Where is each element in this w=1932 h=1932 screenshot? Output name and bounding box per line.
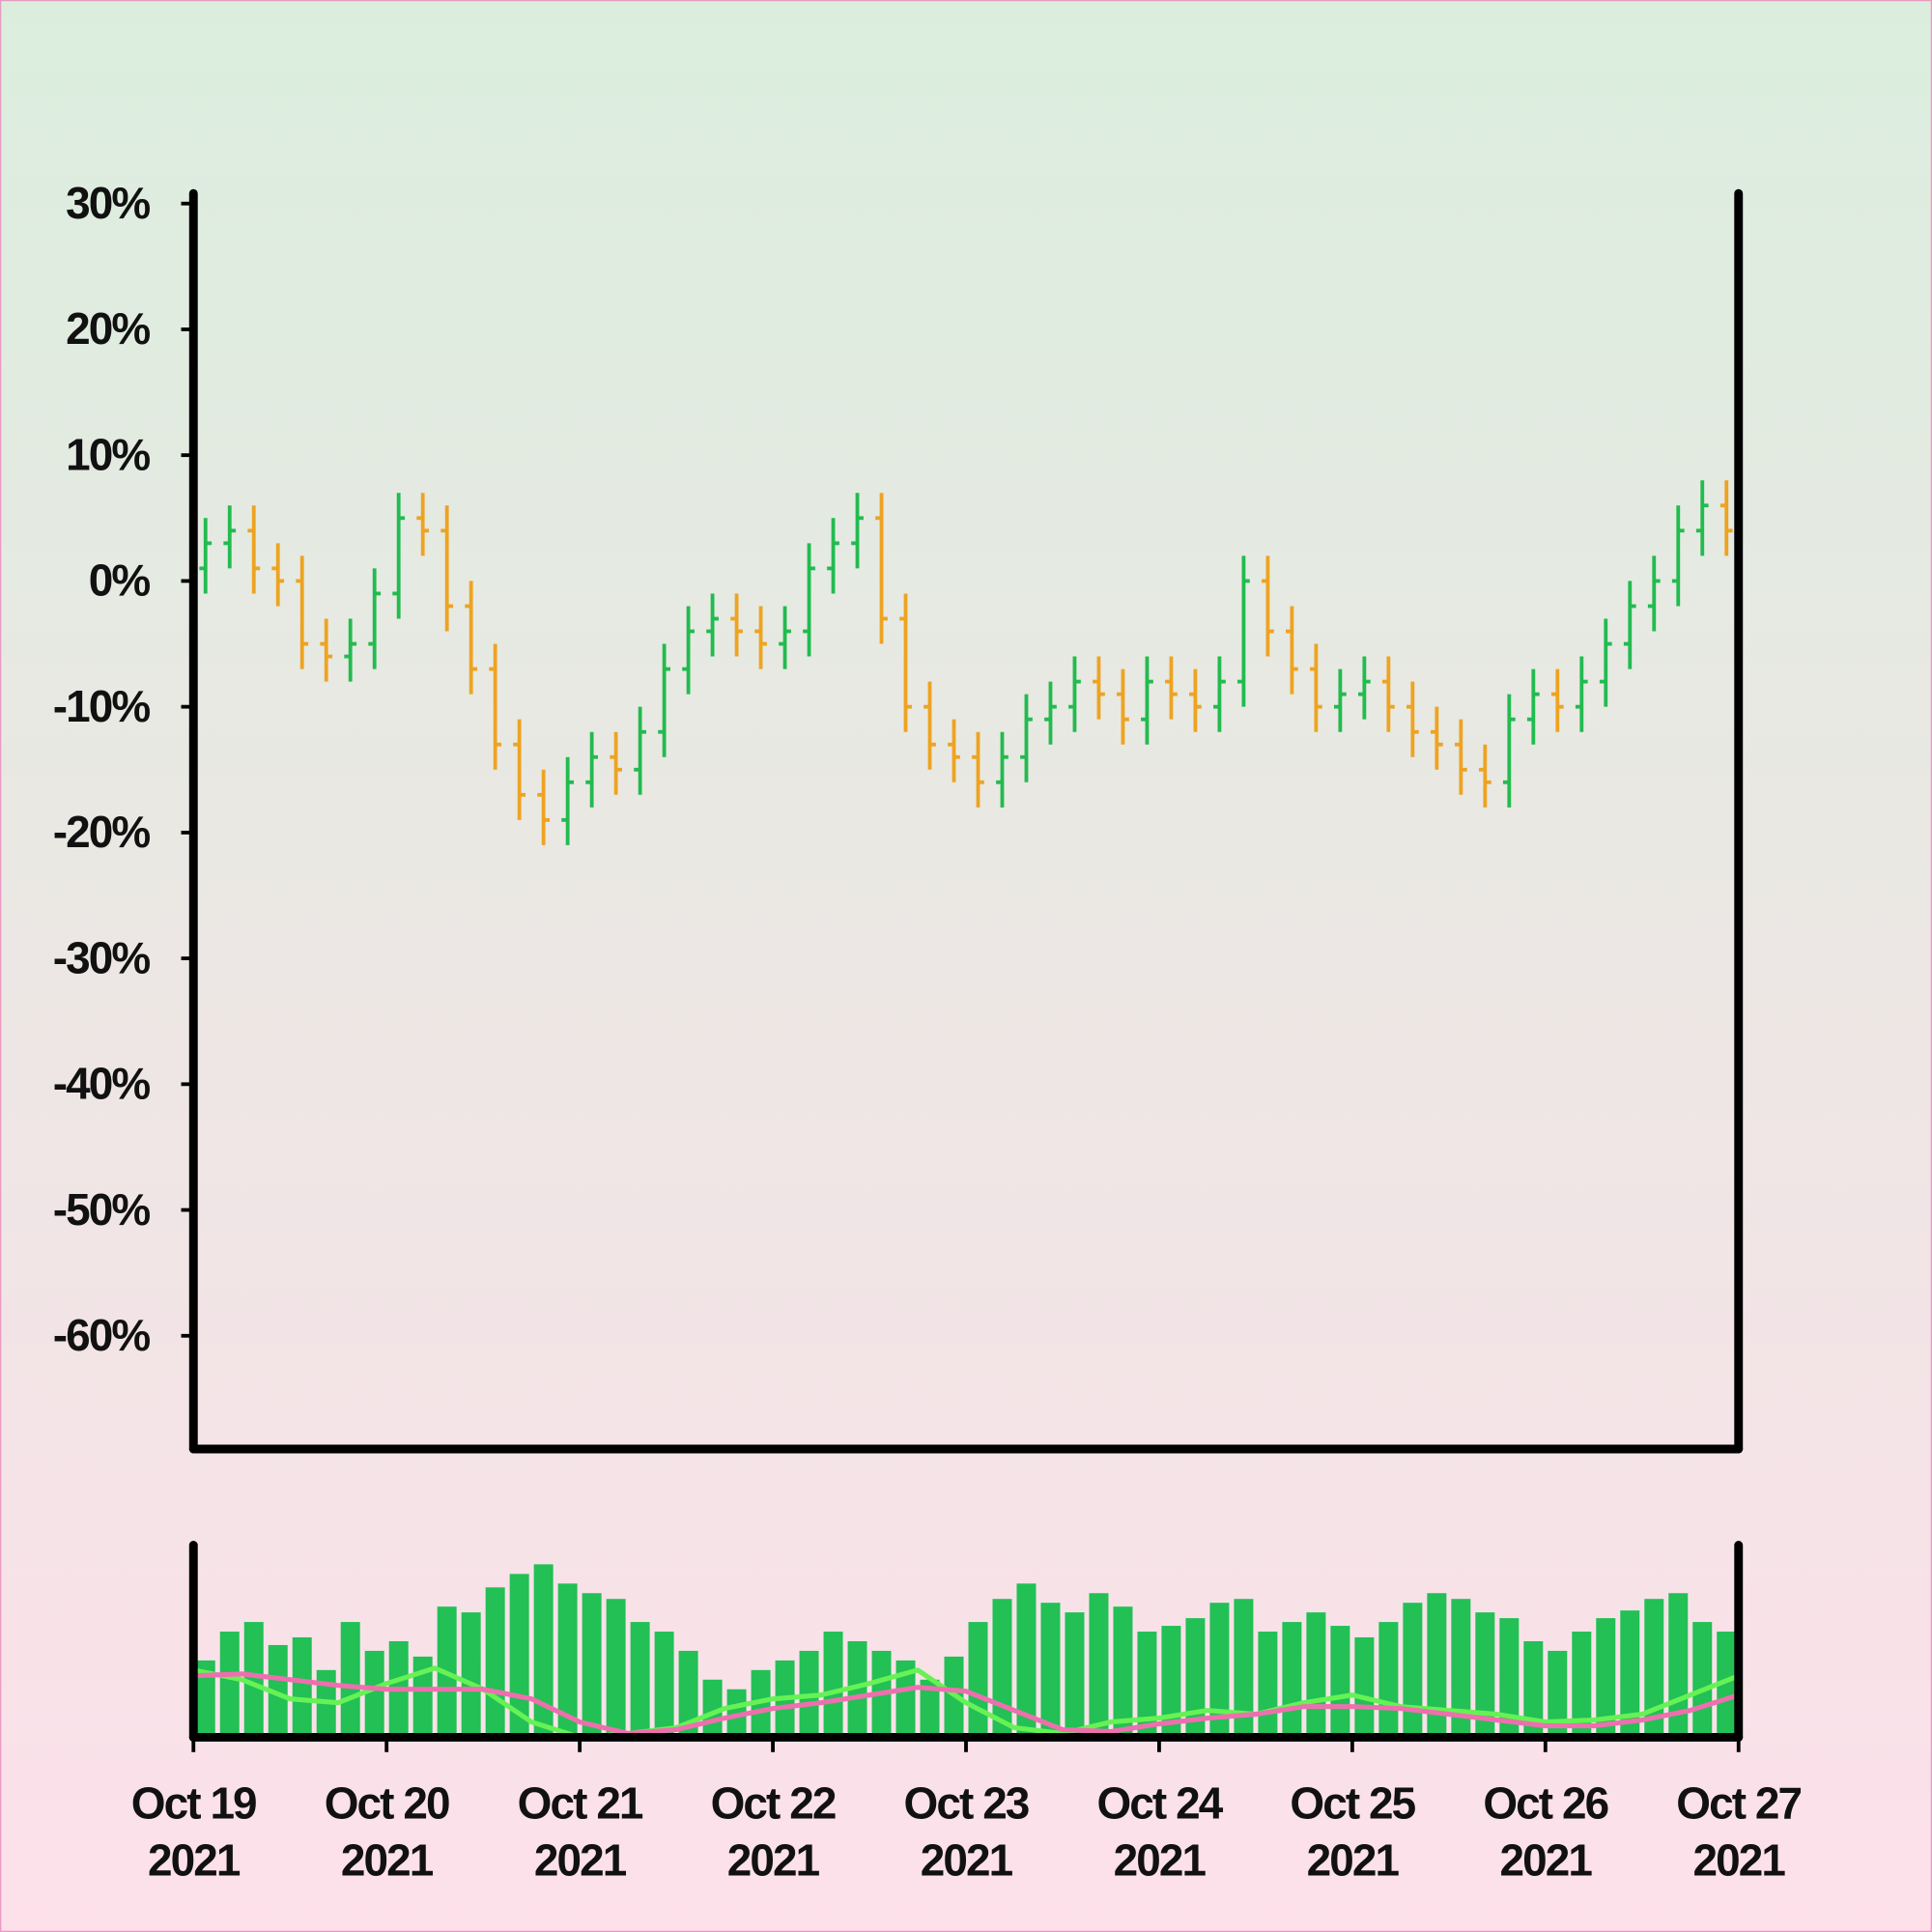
volume-bar xyxy=(678,1650,698,1738)
y-tick-label: -40% xyxy=(53,1059,151,1109)
price-panel xyxy=(199,480,1733,845)
x-tick-label-line: 2021 xyxy=(727,1834,820,1885)
x-tick-label: Oct 26 2021 xyxy=(1483,1778,1607,1886)
y-tick-label: 20% xyxy=(66,303,150,354)
x-tick-label-line: Oct 21 xyxy=(518,1778,643,1829)
volume-bar xyxy=(1475,1612,1495,1738)
volume-bar xyxy=(340,1622,360,1738)
volume-bar xyxy=(1378,1622,1399,1738)
volume-bar xyxy=(1644,1599,1664,1738)
volume-bar xyxy=(1282,1622,1302,1738)
x-tick-label: Oct 19 2021 xyxy=(131,1778,256,1886)
volume-bar xyxy=(485,1587,505,1738)
x-tick-label: Oct 22 2021 xyxy=(711,1778,836,1886)
y-tick-label: -30% xyxy=(53,932,151,982)
volume-panel xyxy=(192,1564,1740,1741)
x-tick-label-line: 2021 xyxy=(921,1834,1013,1885)
volume-bar xyxy=(195,1660,215,1738)
volume-bar xyxy=(1113,1606,1133,1738)
volume-bar xyxy=(1185,1618,1206,1738)
volume-bar xyxy=(1717,1632,1737,1738)
volume-bar xyxy=(1692,1622,1713,1738)
volume-average-line xyxy=(193,1671,1740,1737)
volume-bar xyxy=(823,1632,843,1738)
x-tick-label-line: 2021 xyxy=(1693,1834,1786,1885)
volume-bar xyxy=(1040,1603,1061,1738)
volume-bar xyxy=(1523,1640,1544,1738)
volume-bar xyxy=(292,1637,312,1738)
volume-bar xyxy=(1620,1610,1640,1738)
y-tick-label: 0% xyxy=(89,555,151,606)
volume-bar xyxy=(1306,1612,1326,1738)
volume-bar xyxy=(1451,1599,1471,1738)
volume-bar xyxy=(1234,1599,1254,1738)
x-tick-label-line: Oct 23 xyxy=(904,1778,1029,1829)
volume-bar xyxy=(1596,1618,1616,1738)
y-tick-label: 30% xyxy=(66,178,150,228)
volume-bar xyxy=(606,1599,626,1738)
volume-bar xyxy=(1258,1632,1278,1738)
y-tick-label: 10% xyxy=(66,429,150,479)
volume-bar xyxy=(557,1583,578,1738)
volume-bar xyxy=(582,1593,602,1738)
x-tick-label-line: Oct 25 xyxy=(1290,1778,1415,1829)
volume-bar xyxy=(1548,1650,1568,1738)
y-tick-label: -10% xyxy=(53,681,151,731)
volume-bar xyxy=(895,1660,916,1738)
y-tick-label: -50% xyxy=(53,1184,151,1235)
x-tick-label-line: 2021 xyxy=(148,1834,241,1885)
volume-bar xyxy=(654,1632,674,1738)
x-tick-label: Oct 27 2021 xyxy=(1676,1778,1801,1886)
x-tick-label-line: Oct 27 xyxy=(1676,1778,1801,1829)
volume-bar xyxy=(1403,1603,1423,1738)
volume-bar xyxy=(1572,1632,1592,1738)
volume-bar xyxy=(1065,1612,1085,1738)
volume-bar xyxy=(1330,1626,1350,1738)
volume-bar xyxy=(1499,1618,1520,1738)
volume-bar xyxy=(1137,1632,1157,1738)
volume-bar xyxy=(219,1632,240,1738)
volume-average-line xyxy=(192,1665,1740,1741)
volume-bar xyxy=(364,1650,384,1738)
x-tick-label-line: Oct 24 xyxy=(1096,1778,1223,1829)
volume-bar xyxy=(533,1564,554,1738)
x-tick-label: Oct 20 2021 xyxy=(325,1778,449,1886)
x-tick-label-line: Oct 26 xyxy=(1483,1778,1607,1829)
volume-bar xyxy=(1427,1593,1447,1738)
x-tick-label: Oct 23 2021 xyxy=(904,1778,1029,1886)
volume-bar xyxy=(968,1622,988,1738)
x-tick-label-line: 2021 xyxy=(1500,1834,1593,1885)
volume-bar xyxy=(1089,1593,1109,1738)
volume-bar xyxy=(268,1644,288,1738)
x-tick-label-line: 2021 xyxy=(1114,1834,1207,1885)
x-tick-label-line: Oct 20 xyxy=(325,1778,449,1829)
x-tick-label-line: Oct 22 xyxy=(711,1778,836,1829)
y-tick-label: -20% xyxy=(53,807,151,857)
volume-bar xyxy=(243,1622,264,1738)
volume-bar xyxy=(920,1679,940,1738)
volume-bar xyxy=(1209,1603,1230,1738)
x-tick-label: Oct 24 2021 xyxy=(1096,1778,1223,1886)
volume-bar xyxy=(630,1622,650,1738)
x-tick-label-line: 2021 xyxy=(341,1834,434,1885)
volume-bar xyxy=(412,1656,433,1738)
volume-bar xyxy=(461,1612,481,1738)
volume-bar xyxy=(1016,1583,1037,1738)
y-tick-label: -60% xyxy=(53,1310,151,1360)
axes: 30% 20% 10% 0% -10% -20% -30% -40% -50% -60% Oct 1… xyxy=(53,178,1804,1886)
volume-bar xyxy=(847,1640,867,1738)
volume-bar xyxy=(1354,1637,1375,1738)
x-tick-label: Oct 21 2021 xyxy=(518,1778,643,1886)
x-tick-label: Oct 25 2021 xyxy=(1290,1778,1415,1886)
x-tick-label-line: Oct 19 xyxy=(131,1778,256,1829)
x-tick-label-line: 2021 xyxy=(534,1834,627,1885)
x-tick-label-line: 2021 xyxy=(1307,1834,1400,1885)
volume-bar xyxy=(1161,1626,1181,1738)
